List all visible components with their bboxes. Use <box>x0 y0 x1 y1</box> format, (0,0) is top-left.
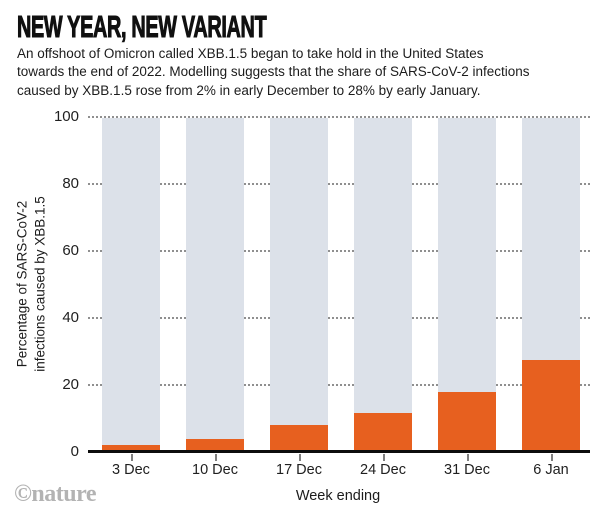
x-axis: 3 Dec 10 Dec 17 Dec 24 Dec 31 Dec 6 Jan <box>88 452 590 502</box>
x-axis-tick <box>551 454 553 461</box>
bar-fill <box>270 425 328 452</box>
chart-title: NEW YEAR, NEW VARIANT <box>17 8 267 44</box>
bar-group-17-dec <box>270 117 328 452</box>
x-tick-label-17-dec: 17 Dec <box>276 462 322 478</box>
bar-fill <box>102 445 160 452</box>
x-axis-tick <box>467 454 469 461</box>
y-tick-label-0: 0 <box>70 443 79 460</box>
x-axis-tick <box>383 454 385 461</box>
subtitle-line-2: towards the end of 2022. Modelling sugge… <box>17 64 530 80</box>
y-tick-label-20: 20 <box>62 376 79 393</box>
x-axis-title: Week ending <box>295 488 381 504</box>
gridline-20 <box>88 384 590 386</box>
subtitle-line-3: caused by XBB.1.5 rose from 2% in early … <box>17 82 481 98</box>
subtitle-line-1: An offshoot of Omicron called XBB.1.5 be… <box>17 46 484 61</box>
bar-group-24-dec <box>354 117 412 452</box>
bar-group-6-jan <box>522 117 580 452</box>
y-tick-label-40: 40 <box>62 309 79 326</box>
y-tick-label-100: 100 <box>53 108 79 125</box>
x-axis-tick <box>215 454 217 461</box>
plot-area <box>88 116 590 453</box>
gridline-80 <box>88 183 590 185</box>
bar-fill <box>186 438 244 452</box>
y-tick-label-60: 60 <box>62 242 79 259</box>
x-tick-label-10-dec: 10 Dec <box>192 462 238 478</box>
gridline-100 <box>88 116 590 118</box>
y-axis-tick-labels: 0 20 40 60 80 100 <box>0 108 79 460</box>
gridline-40 <box>88 317 590 319</box>
bar-fill <box>354 413 412 452</box>
bar-track <box>354 118 412 452</box>
x-tick-label-24-dec: 24 Dec <box>360 462 406 478</box>
bar-group-10-dec <box>186 117 244 452</box>
bar-fill <box>438 391 496 452</box>
bar-fill <box>522 359 580 452</box>
bars-container <box>88 117 588 452</box>
bar-track <box>102 118 160 452</box>
x-axis-tick <box>131 454 133 461</box>
x-tick-label-31-dec: 31 Dec <box>444 462 490 478</box>
gridline-60 <box>88 250 590 252</box>
y-tick-label-80: 80 <box>62 175 79 192</box>
x-axis-line <box>88 450 590 453</box>
bar-group-31-dec <box>438 117 496 452</box>
nature-logo: ©nature <box>14 481 97 507</box>
bar-track <box>270 118 328 452</box>
x-tick-label-6-jan: 6 Jan <box>533 462 569 478</box>
bar-track <box>186 118 244 452</box>
x-axis-tick <box>299 454 301 461</box>
x-tick-label-3-dec: 3 Dec <box>112 462 150 478</box>
bar-group-3-dec <box>102 117 160 452</box>
chart-subtitle: An offshoot of Omicron called XBB.1.5 be… <box>17 45 530 100</box>
